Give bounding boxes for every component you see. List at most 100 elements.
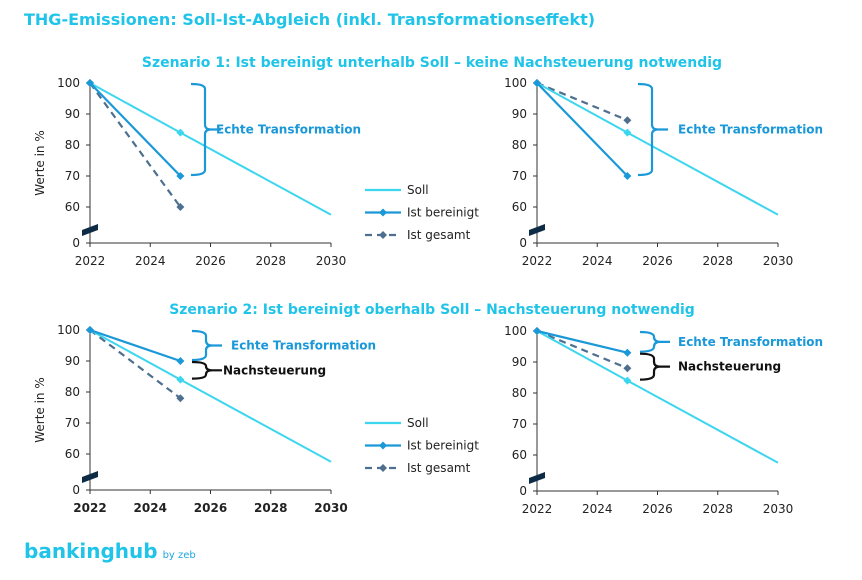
figure-title: THG-Emissionen: Soll-Ist-Abgleich (inkl.… bbox=[24, 10, 595, 29]
logo-by: by zeb bbox=[163, 550, 196, 561]
chart-3: 0 60 70 80 90 100 2022 2024 2026 2028 2030 Werte in… bbox=[33, 323, 479, 515]
brace-icon bbox=[191, 329, 222, 362]
legend-item-ist-gesamt: Ist gesamt bbox=[365, 228, 471, 242]
brace-icon bbox=[639, 330, 670, 353]
y-tick-label: 0 bbox=[72, 236, 80, 250]
data-point-ist-bereinigt bbox=[176, 357, 185, 365]
annotation-label: Echte Transformation bbox=[216, 123, 361, 137]
data-point-ist-bereinigt bbox=[86, 326, 94, 334]
data-point-ist-bereinigt bbox=[623, 348, 632, 357]
y-axis-label: Werte in % bbox=[33, 130, 47, 196]
logo-main: bankinghub bbox=[24, 539, 158, 563]
y-tick-label: 100 bbox=[504, 76, 527, 90]
annotation-label: Echte Transformation bbox=[678, 123, 823, 137]
y-tick-label: 90 bbox=[512, 355, 527, 369]
series-line-soll bbox=[89, 82, 332, 216]
data-point-soll bbox=[176, 375, 185, 384]
x-tick-label: 2028 bbox=[254, 501, 287, 515]
x-tick-label: 2030 bbox=[314, 501, 347, 515]
brace-icon bbox=[190, 82, 221, 177]
series-line-ist-gesamt bbox=[89, 82, 182, 208]
y-tick-label: 100 bbox=[57, 76, 80, 90]
y-tick-label: 70 bbox=[512, 417, 527, 431]
y-tick-label: 90 bbox=[512, 107, 527, 121]
data-point-ist-gesamt bbox=[623, 116, 632, 125]
axis-break-icon bbox=[529, 472, 545, 484]
chart-1: 0 60 70 80 90 100 2022 2024 2026 2028 2030 Werte in… bbox=[33, 76, 479, 268]
axis-break-icon bbox=[82, 224, 98, 236]
brace-icon bbox=[637, 82, 668, 177]
chart-4: 0 60 70 80 90 100 2022 2024 2026 2028 2030 Echte Tr… bbox=[504, 324, 823, 516]
y-tick-label: 90 bbox=[65, 107, 80, 121]
y-tick-label: 60 bbox=[512, 200, 527, 214]
y-tick-label: 100 bbox=[57, 323, 80, 337]
legend-label: Ist bereinigt bbox=[407, 206, 479, 220]
legend-label: Ist gesamt bbox=[407, 228, 471, 242]
y-tick-label: 60 bbox=[512, 448, 527, 462]
legend-item-soll: Soll bbox=[365, 416, 429, 430]
data-point-soll bbox=[623, 128, 632, 137]
legend-marker bbox=[379, 441, 387, 450]
legend-marker bbox=[379, 208, 387, 217]
y-tick-label: 90 bbox=[65, 354, 80, 368]
legend-label: Soll bbox=[407, 416, 429, 430]
x-tick-label: 2028 bbox=[702, 254, 733, 268]
y-axis-label: Werte in % bbox=[33, 377, 47, 443]
axis-break-icon bbox=[529, 224, 545, 236]
x-tick-label: 2028 bbox=[255, 254, 286, 268]
y-tick-label: 70 bbox=[512, 169, 527, 183]
series-line-ist-bereinigt bbox=[536, 329, 628, 354]
x-tick-label: 2024 bbox=[582, 502, 613, 516]
legend-label: Soll bbox=[407, 183, 429, 197]
legend-label: Ist bereinigt bbox=[407, 439, 479, 453]
legend-item-soll: Soll bbox=[365, 183, 429, 197]
axis-break-icon bbox=[82, 471, 98, 483]
series-line-soll bbox=[536, 330, 779, 464]
legend-item-ist-bereinigt: Ist bereinigt bbox=[365, 206, 479, 220]
x-tick-label: 2022 bbox=[522, 254, 553, 268]
x-tick-label: 2024 bbox=[582, 254, 613, 268]
x-tick-label: 2026 bbox=[195, 254, 226, 268]
data-point-ist-bereinigt bbox=[533, 79, 541, 87]
legend-label: Ist gesamt bbox=[407, 461, 471, 475]
x-tick-label: 2030 bbox=[763, 502, 794, 516]
data-point-ist-gesamt bbox=[623, 364, 632, 373]
legend: Soll Ist bereinigt Ist gesamt bbox=[365, 183, 479, 242]
series-line-ist-bereinigt bbox=[536, 82, 629, 177]
annotation-label: Nachsteuerung bbox=[223, 363, 326, 377]
y-tick-label: 0 bbox=[72, 483, 80, 497]
x-tick-label: 2024 bbox=[135, 254, 166, 268]
scenario-2-title: Szenario 2: Ist bereinigt oberhalb Soll … bbox=[169, 302, 695, 318]
scenario-1-title: Szenario 1: Ist bereinigt unterhalb Soll… bbox=[142, 55, 722, 71]
x-tick-label: 2026 bbox=[642, 502, 673, 516]
legend-item-ist-gesamt: Ist gesamt bbox=[365, 461, 471, 475]
brace-icon bbox=[639, 352, 670, 381]
y-tick-label: 80 bbox=[65, 138, 80, 152]
x-tick-label: 2030 bbox=[316, 254, 347, 268]
y-tick-label: 80 bbox=[65, 385, 80, 399]
x-tick-label: 2026 bbox=[194, 501, 227, 515]
series-line-ist-bereinigt bbox=[89, 82, 182, 177]
legend-marker bbox=[379, 231, 387, 239]
y-tick-label: 80 bbox=[512, 386, 527, 400]
y-tick-label: 0 bbox=[519, 236, 527, 250]
series-line-ist-gesamt bbox=[536, 329, 628, 370]
annotation-label: Nachsteuerung bbox=[678, 360, 781, 374]
series-line-ist-gesamt bbox=[89, 329, 182, 400]
y-tick-label: 70 bbox=[65, 416, 80, 430]
chart-2: 0 60 70 80 90 100 2022 2024 2026 2028 2030 Echte Tr… bbox=[504, 76, 823, 268]
annotation-label: Echte Transformation bbox=[231, 339, 376, 353]
y-tick-label: 70 bbox=[65, 169, 80, 183]
x-tick-label: 2022 bbox=[73, 501, 106, 515]
y-tick-label: 100 bbox=[504, 324, 527, 338]
series-line-soll bbox=[536, 82, 779, 216]
series-line-ist-gesamt bbox=[536, 81, 628, 122]
data-point-soll bbox=[176, 128, 185, 137]
x-tick-label: 2024 bbox=[134, 501, 167, 515]
x-tick-label: 2022 bbox=[522, 502, 553, 516]
y-tick-label: 80 bbox=[512, 138, 527, 152]
logo: bankinghub by zeb bbox=[24, 539, 196, 563]
data-point-ist-bereinigt bbox=[533, 327, 541, 335]
y-tick-label: 60 bbox=[65, 200, 80, 214]
